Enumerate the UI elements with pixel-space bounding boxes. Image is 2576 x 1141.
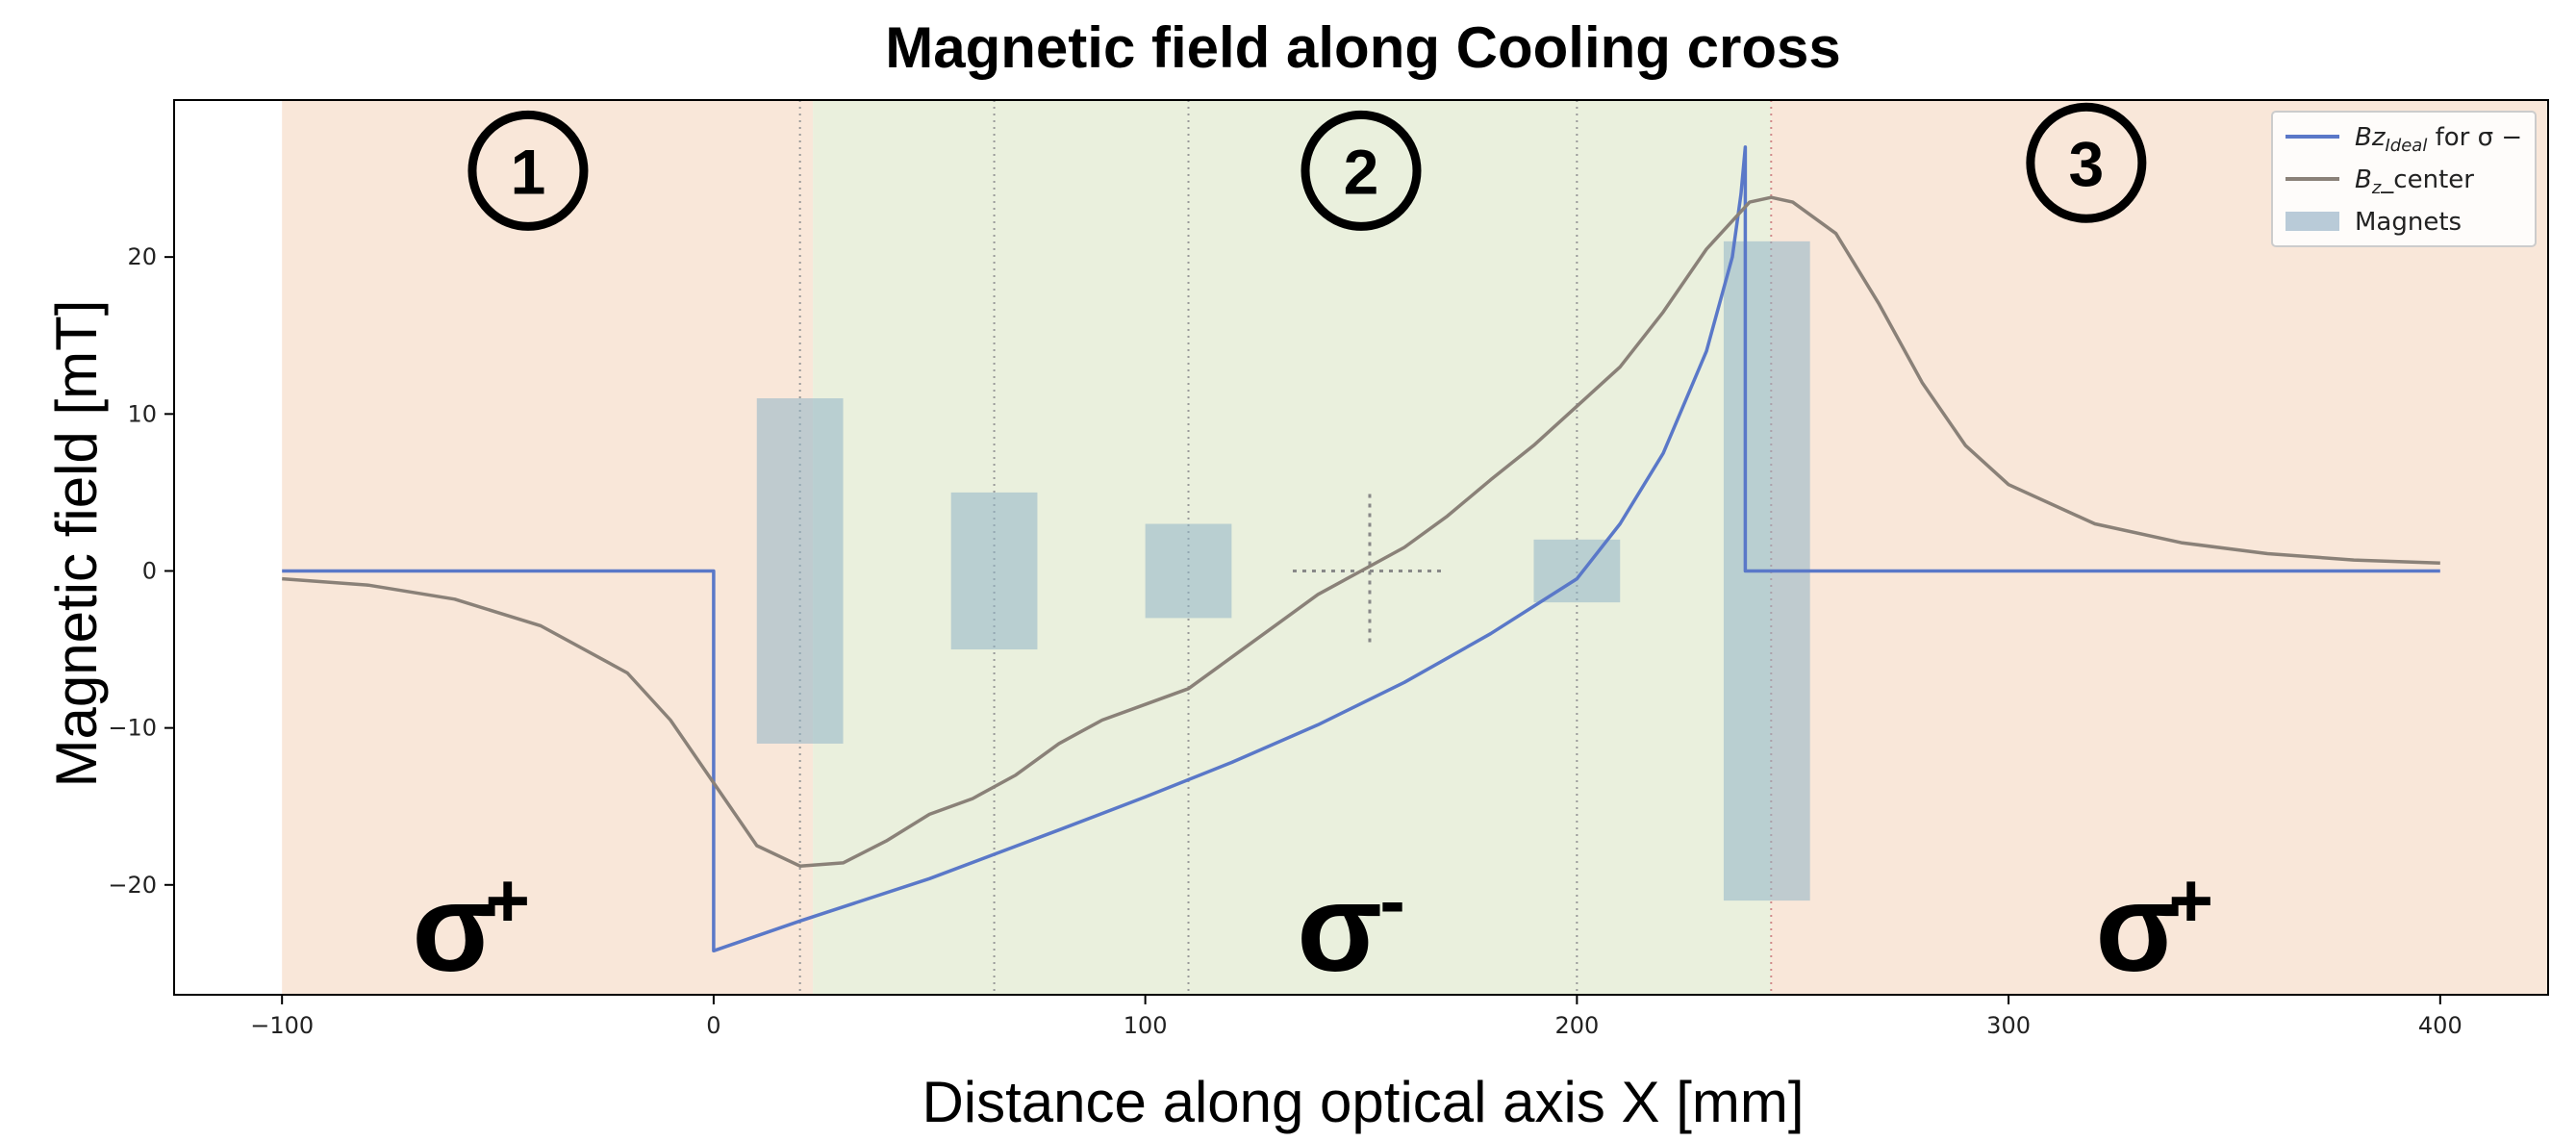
x-tick-label: 200 — [1554, 1012, 1599, 1039]
x-tick-label: 100 — [1124, 1012, 1168, 1039]
region-number-circle-2 — [1301, 110, 1422, 231]
region-number-3: 3 — [2069, 128, 2105, 199]
magnet-1 — [756, 398, 844, 744]
y-axis-title: Magnetic field [mT] — [44, 300, 109, 788]
x-tick-label: −100 — [250, 1012, 314, 1039]
region-number-1: 1 — [511, 136, 546, 207]
polarization-superscript-1: + — [485, 858, 530, 944]
legend-swatch-3 — [2286, 212, 2339, 231]
region-number-circle-1 — [467, 110, 589, 231]
legend-label-1: BzIdeal for σ − — [2355, 123, 2522, 156]
series-line-1 — [282, 145, 2440, 953]
x-tick-label: 400 — [2418, 1012, 2462, 1039]
x-tick-label: 300 — [1986, 1012, 2031, 1039]
polarization-superscript-3: + — [2168, 858, 2213, 944]
magnets — [756, 241, 1810, 901]
x-axis-title: Distance along optical axis X [mm] — [922, 1070, 1804, 1134]
polarization-label-1: σ — [412, 857, 497, 998]
legend: BzIdeal for σ − Bz_center Magnets — [2271, 111, 2537, 247]
region-labels: 1 2 3 — [467, 102, 2147, 231]
series-lines — [282, 145, 2440, 953]
y-tick-label: 0 — [142, 557, 157, 584]
y-tick-label: 10 — [127, 400, 157, 427]
magnet-4 — [1533, 539, 1621, 603]
polarization-label-3: σ — [2095, 857, 2181, 998]
region-number-circle-3 — [2026, 102, 2147, 223]
region-number-2: 2 — [1344, 136, 1379, 207]
y-tick-label: −20 — [108, 872, 157, 899]
y-tick-label: −10 — [108, 715, 157, 742]
legend-label-3: Magnets — [2355, 208, 2462, 237]
magnet-3 — [1145, 523, 1232, 619]
chart-title: Magnetic field along Cooling cross — [885, 15, 1840, 80]
polarization-labels: σ+ σ-σ+ — [412, 857, 2213, 998]
center-crosshair — [1292, 494, 1447, 648]
axes-frame — [173, 99, 2549, 996]
region-1 — [282, 100, 814, 995]
legend-label-2: Bz_center — [2355, 165, 2474, 198]
series-line-2 — [282, 195, 2440, 868]
magnet-2 — [950, 492, 1038, 650]
y-tick-label: 20 — [127, 243, 157, 270]
region-3 — [1771, 100, 2548, 995]
polarization-superscript-2: - — [1379, 858, 1405, 944]
x-tick-label: 0 — [706, 1012, 720, 1039]
polarization-label-2: σ — [1297, 857, 1382, 998]
